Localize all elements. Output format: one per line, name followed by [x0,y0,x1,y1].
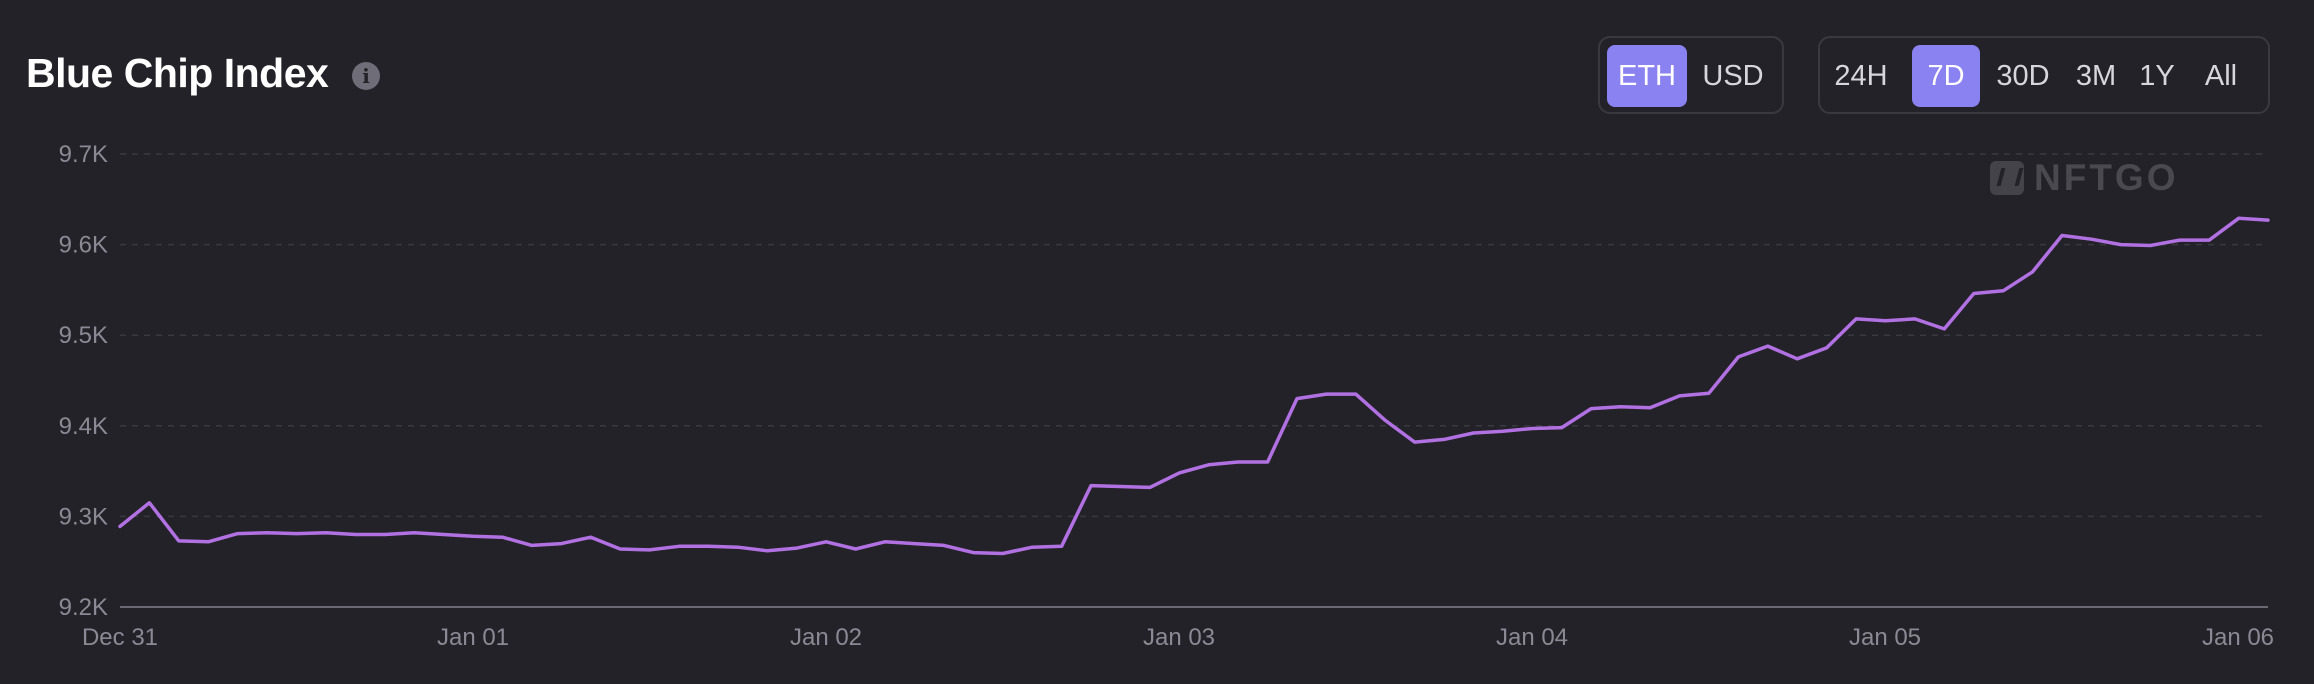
y-tick-label: 9.6K [59,232,108,259]
chart-header: Blue Chip Index i ETH USD 24H 7D 30D 3M … [0,0,2314,140]
x-tick-label: Jan 06 [2202,624,2274,651]
y-tick-label: 9.7K [59,141,108,168]
x-tick-label: Jan 01 [437,624,509,651]
nftgo-logo-icon [1990,161,2024,195]
watermark-text: NFTGO [2034,157,2179,198]
range-1y-button[interactable]: 1Y [2139,60,2175,92]
currency-toggle: ETH USD [1598,36,1784,114]
series-line [118,216,2270,556]
y-tick-label: 9.2K [59,594,108,621]
y-tick-label: 9.3K [59,503,108,530]
x-tick-label: Jan 04 [1496,624,1568,651]
nftgo-watermark: NFTGO [1990,157,2179,198]
range-30d-button[interactable]: 30D [1996,60,2050,92]
chart-title: Blue Chip Index [26,50,329,96]
y-tick-label: 9.5K [59,322,108,349]
info-icon[interactable]: i [352,62,380,90]
currency-eth-button[interactable]: ETH [1607,45,1687,107]
range-all-button[interactable]: All [2204,60,2238,92]
time-range-toggle: 24H 7D 30D 3M 1Y All [1818,36,2270,114]
x-tick-label: Jan 05 [1849,624,1921,651]
range-3m-button[interactable]: 3M [2075,60,2117,92]
range-7d-button[interactable]: 7D [1912,45,1980,107]
x-tick-label: Jan 03 [1143,624,1215,651]
y-tick-label: 9.4K [59,413,108,440]
currency-usd-button[interactable]: USD [1702,60,1764,92]
range-24h-button[interactable]: 24H [1834,60,1888,92]
x-tick-label: Jan 02 [790,624,862,651]
x-tick-label: Dec 31 [82,624,158,651]
